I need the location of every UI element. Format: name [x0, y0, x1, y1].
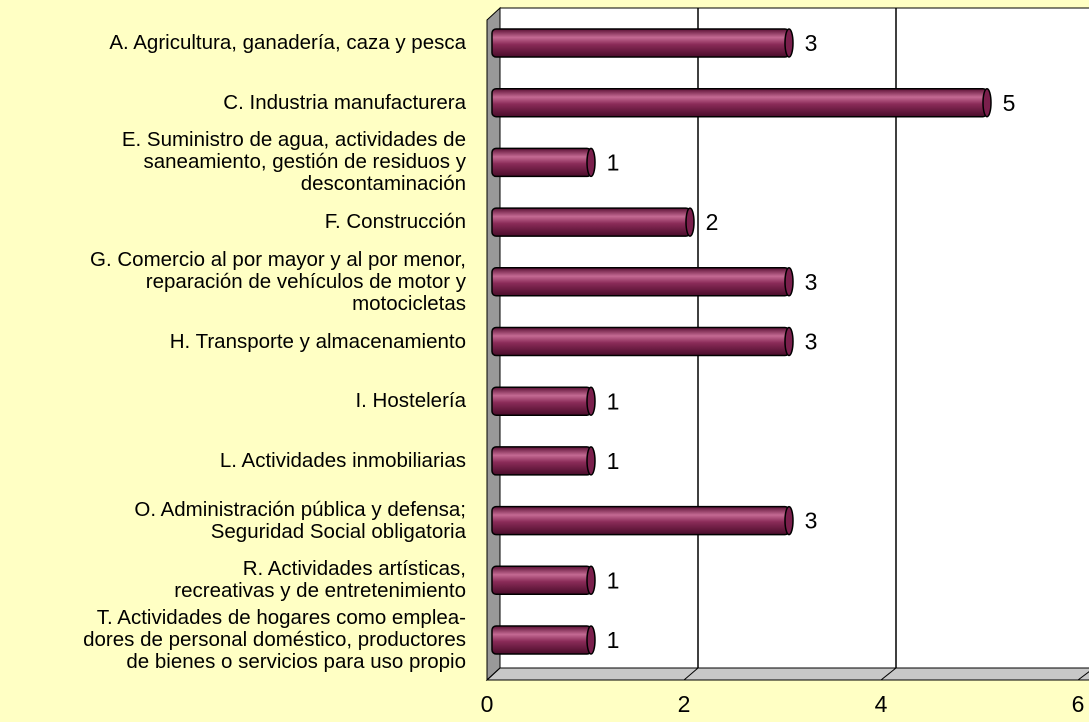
bar-cap	[586, 386, 596, 416]
x-tick-label: 6	[1072, 691, 1085, 717]
bar	[491, 505, 790, 536]
x-tick-label: 0	[481, 691, 494, 717]
bar-cap	[586, 446, 596, 476]
category-label: G. Comercio al por mayor y al por menor,…	[90, 247, 466, 315]
category-label: C. Industria manufacturera	[223, 90, 466, 114]
bar	[491, 147, 592, 178]
value-label: 1	[607, 448, 620, 474]
x-tick	[1077, 671, 1089, 681]
bar	[491, 625, 592, 655]
bar-cap	[586, 565, 596, 596]
value-label: 5	[1003, 90, 1016, 116]
value-label: 3	[805, 508, 818, 534]
bar	[491, 28, 790, 58]
x-tick	[486, 667, 501, 681]
category-label: E. Suministro de agua, actividades de sa…	[121, 128, 466, 196]
bar-cap	[586, 147, 596, 178]
bar-cap	[784, 28, 794, 58]
bar	[491, 207, 691, 237]
value-label: 3	[805, 269, 818, 295]
category-label: F. Construcción	[324, 210, 466, 234]
value-label: 1	[607, 567, 620, 593]
bar	[491, 565, 592, 596]
value-label: 2	[706, 209, 719, 235]
value-label: 3	[805, 329, 818, 355]
category-label: H. Transporte y almacenamiento	[169, 329, 466, 353]
bar-cap	[784, 267, 794, 297]
value-label: 1	[607, 149, 620, 175]
category-label: L. Actividades inmobiliarias	[219, 448, 466, 472]
value-label: 1	[607, 627, 620, 653]
bar-cap	[784, 326, 794, 357]
category-label: T. Actividades de hogares como emplea- d…	[83, 606, 466, 673]
category-label: I. Hostelería	[355, 389, 466, 413]
bar-cap	[784, 505, 794, 536]
bar	[491, 386, 592, 416]
bar	[491, 326, 790, 357]
value-label: 1	[607, 388, 620, 414]
x-tick	[880, 667, 897, 681]
category-label: R. Actividades artísticas, recreativas y…	[174, 557, 466, 603]
x-tick-label: 2	[678, 691, 691, 717]
bar-cap	[982, 87, 992, 118]
bar-cap	[685, 207, 695, 237]
bar	[491, 87, 988, 118]
category-label: O. Administración pública y defensa; Seg…	[134, 497, 466, 543]
x-tick	[683, 667, 699, 681]
value-label: 3	[805, 30, 818, 56]
bar-cap	[586, 625, 596, 655]
x-tick-label: 4	[875, 691, 888, 717]
bar	[491, 446, 592, 476]
floor	[485, 667, 1089, 681]
bar	[491, 267, 790, 297]
category-label: A. Agricultura, ganadería, caza y pesca	[109, 31, 466, 54]
